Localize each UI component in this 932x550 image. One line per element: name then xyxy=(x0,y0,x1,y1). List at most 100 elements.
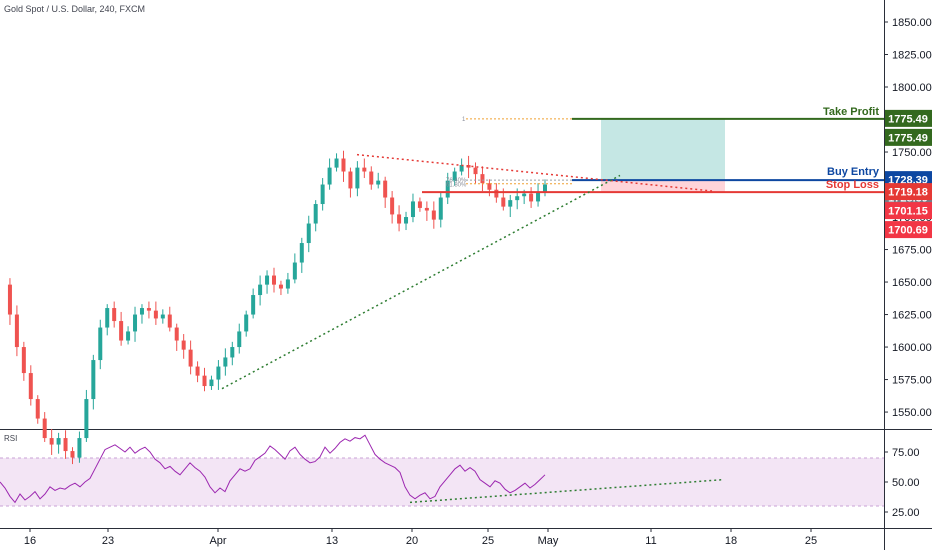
candle-body xyxy=(265,275,270,285)
candle-body xyxy=(459,165,464,172)
candle-body xyxy=(91,360,96,400)
candle-body xyxy=(112,308,117,322)
x-tick-label: 18 xyxy=(725,535,737,547)
y-tick-label: 1575.00 xyxy=(892,375,932,387)
candle-body xyxy=(466,165,471,168)
y-tick-label: 1650.00 xyxy=(892,277,932,289)
rsi-label: RSI xyxy=(4,434,18,443)
candle-body xyxy=(536,192,541,202)
candle-body xyxy=(452,171,457,181)
x-tick-label: Apr xyxy=(209,535,226,547)
candle-body xyxy=(77,438,82,458)
rsi-line xyxy=(0,434,546,504)
candle-body xyxy=(355,167,360,189)
candle-body xyxy=(167,314,172,328)
price-tag-label: 1775.49 xyxy=(888,113,928,125)
candle-body xyxy=(42,418,47,439)
candle-body xyxy=(139,308,144,315)
x-tick-label: 16 xyxy=(24,535,36,547)
rsi-tick-label: 50.00 xyxy=(892,477,920,489)
candle-body xyxy=(431,210,436,220)
candle-body xyxy=(306,223,311,244)
price-tag-label: 1719.18 xyxy=(888,187,928,199)
y-tick-label: 1600.00 xyxy=(892,342,932,354)
candle-body xyxy=(272,275,276,285)
x-tick-label: 13 xyxy=(326,535,338,547)
candle-body xyxy=(445,180,450,198)
buy-entry-label: Buy Entry xyxy=(827,166,880,178)
candle-body xyxy=(35,399,40,419)
price-tag xyxy=(885,183,932,201)
candle-body xyxy=(473,167,478,175)
y-tick-label: 1675.00 xyxy=(892,245,932,257)
candle-body xyxy=(216,366,221,380)
stop-zone xyxy=(601,180,725,193)
rsi-band xyxy=(0,458,884,506)
candle-body xyxy=(438,197,443,220)
candle-body xyxy=(70,451,75,458)
candle-body xyxy=(160,314,165,319)
candles xyxy=(7,150,547,465)
candle-body xyxy=(292,262,297,280)
rsi-tick-label: 25.00 xyxy=(892,507,920,519)
candle-body xyxy=(258,284,263,296)
candle-body xyxy=(195,366,200,376)
x-tick-label: 25 xyxy=(482,535,494,547)
support-trendline xyxy=(221,174,621,390)
candle-body xyxy=(63,438,68,452)
symbol-title: Gold Spot / U.S. Dollar, 240, FXCM xyxy=(4,4,146,14)
candle-body xyxy=(327,167,332,185)
x-tick-label: 23 xyxy=(102,535,114,547)
x-tick-label: May xyxy=(538,535,559,547)
candle-body xyxy=(230,347,235,358)
candle-body xyxy=(105,308,110,328)
fib-label: 76.40% xyxy=(446,178,467,184)
price-tag xyxy=(885,202,932,220)
candle-body xyxy=(181,340,186,350)
candle-body xyxy=(244,314,249,332)
candle-body xyxy=(7,284,12,315)
price-tag xyxy=(885,221,932,239)
stop-loss-label: Stop Loss xyxy=(826,179,879,191)
candle-body xyxy=(348,171,353,189)
y-tick-label: 1800.00 xyxy=(892,82,932,94)
y-tick-label: 1550.00 xyxy=(892,407,932,419)
y-tick-label: 1850.00 xyxy=(892,17,932,29)
candle-body xyxy=(14,314,19,348)
candle-body xyxy=(49,438,54,445)
candle-body xyxy=(543,184,547,193)
candle-body xyxy=(98,327,103,361)
candle-body xyxy=(341,158,346,172)
candle-body xyxy=(390,197,395,215)
y-tick-label: 1750.00 xyxy=(892,147,932,159)
candle-body xyxy=(285,279,290,289)
candle-body xyxy=(522,193,527,197)
price-tag-label: 1775.49 xyxy=(888,132,928,144)
candle-body xyxy=(146,308,151,311)
candle-body xyxy=(501,197,506,207)
candle-body xyxy=(397,214,402,224)
candle-body xyxy=(417,201,422,208)
candle-body xyxy=(529,193,534,202)
candle-body xyxy=(126,331,131,341)
candle-body xyxy=(334,158,339,168)
x-tick-label: 11 xyxy=(645,535,656,547)
take-profit-label: Take Profit xyxy=(823,106,879,118)
candle-body xyxy=(28,373,33,400)
fib-label: 61.80% xyxy=(446,183,467,189)
candle-body xyxy=(119,321,124,341)
candle-body xyxy=(508,200,513,207)
x-tick-label: 20 xyxy=(406,535,418,547)
candle-body xyxy=(133,314,138,332)
x-tick-label: 25 xyxy=(805,535,817,547)
candle-body xyxy=(174,327,179,341)
candle-body xyxy=(56,438,61,445)
y-tick-label: 1825.00 xyxy=(892,50,932,62)
candle-body xyxy=(369,171,374,185)
rsi-tick-label: 75.00 xyxy=(892,447,920,459)
candle-body xyxy=(487,183,492,190)
candle-body xyxy=(362,167,367,172)
price-tag-label: 1701.15 xyxy=(888,206,928,218)
